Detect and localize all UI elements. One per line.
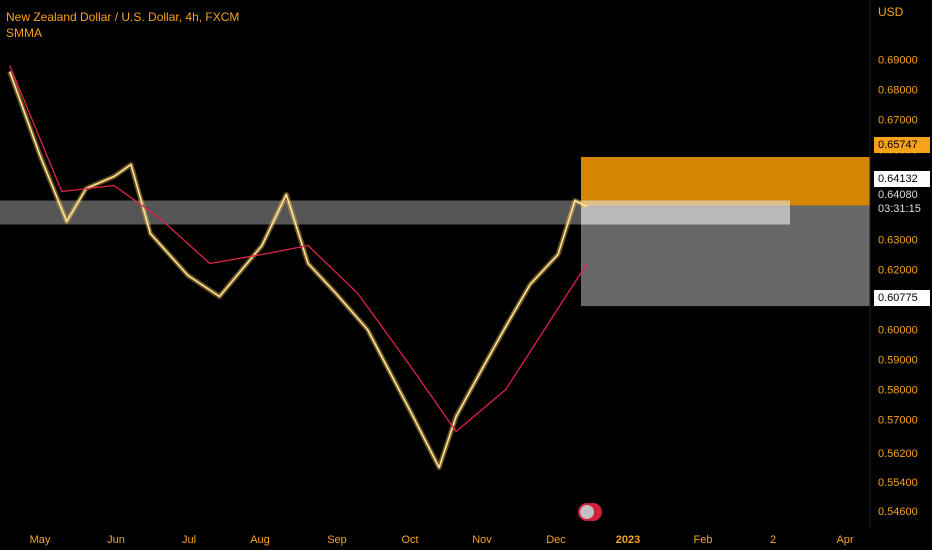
x-tick-label: Jul (182, 534, 196, 546)
price-line (8, 71, 588, 469)
x-tick-label: Dec (546, 534, 566, 546)
x-tick-label: 2 (770, 534, 776, 546)
y-tick-label: 0.67000 (878, 115, 918, 127)
chart-title: New Zealand Dollar / U.S. Dollar, 4h, FX… (6, 10, 240, 24)
y-axis: 0.690000.680000.670000.660000.650000.640… (878, 55, 918, 519)
x-tick-label: Feb (694, 534, 713, 546)
stop-loss-price-label: 0.60775 (874, 290, 930, 306)
bar-countdown-label: 03:31:15 (874, 201, 930, 217)
x-tick-label: Aug (250, 534, 270, 546)
current-price-label: 0.64132 (874, 171, 930, 187)
y-tick-label: 0.62000 (878, 265, 918, 277)
series-layer (7, 65, 589, 470)
us-flag-icon (578, 503, 596, 521)
y-tick-label: 0.55400 (878, 477, 918, 489)
x-tick-label: Jun (107, 534, 125, 546)
x-tick-label: Apr (836, 534, 853, 546)
indicator-label: SMMA (6, 26, 42, 40)
y-tick-label: 0.58000 (878, 385, 918, 397)
y-tick-label: 0.59000 (878, 355, 918, 367)
x-axis: May Jun Jul Aug Sep Oct Nov Dec 2023 Feb 2 Apr (30, 534, 854, 546)
x-tick-label: Sep (327, 534, 347, 546)
bid-price-label: 0.64080 (874, 187, 930, 203)
smma-line (9, 65, 588, 433)
currency-label: USD (878, 5, 904, 19)
y-tick-label: 0.54600 (878, 506, 918, 518)
y-tick-label: 0.69000 (878, 55, 918, 67)
x-tick-label: Oct (401, 534, 418, 546)
y-tick-label: 0.63000 (878, 235, 918, 247)
zones-layer (0, 157, 870, 307)
event-flag-us[interactable] (578, 503, 602, 521)
x-tick-label: May (30, 534, 51, 546)
price-candles-band (7, 70, 589, 470)
y-tick-label: 0.57000 (878, 415, 918, 427)
x-tick-label: Nov (472, 534, 492, 546)
take-profit-price-label: 0.65747 (874, 137, 930, 153)
y-tick-label: 0.56200 (878, 448, 918, 460)
position-entry-overlap (581, 200, 790, 225)
y-tick-label: 0.60000 (878, 325, 918, 337)
take-profit-zone (581, 157, 870, 206)
y-tick-label: 0.68000 (878, 85, 918, 97)
x-tick-label: 2023 (616, 534, 640, 546)
